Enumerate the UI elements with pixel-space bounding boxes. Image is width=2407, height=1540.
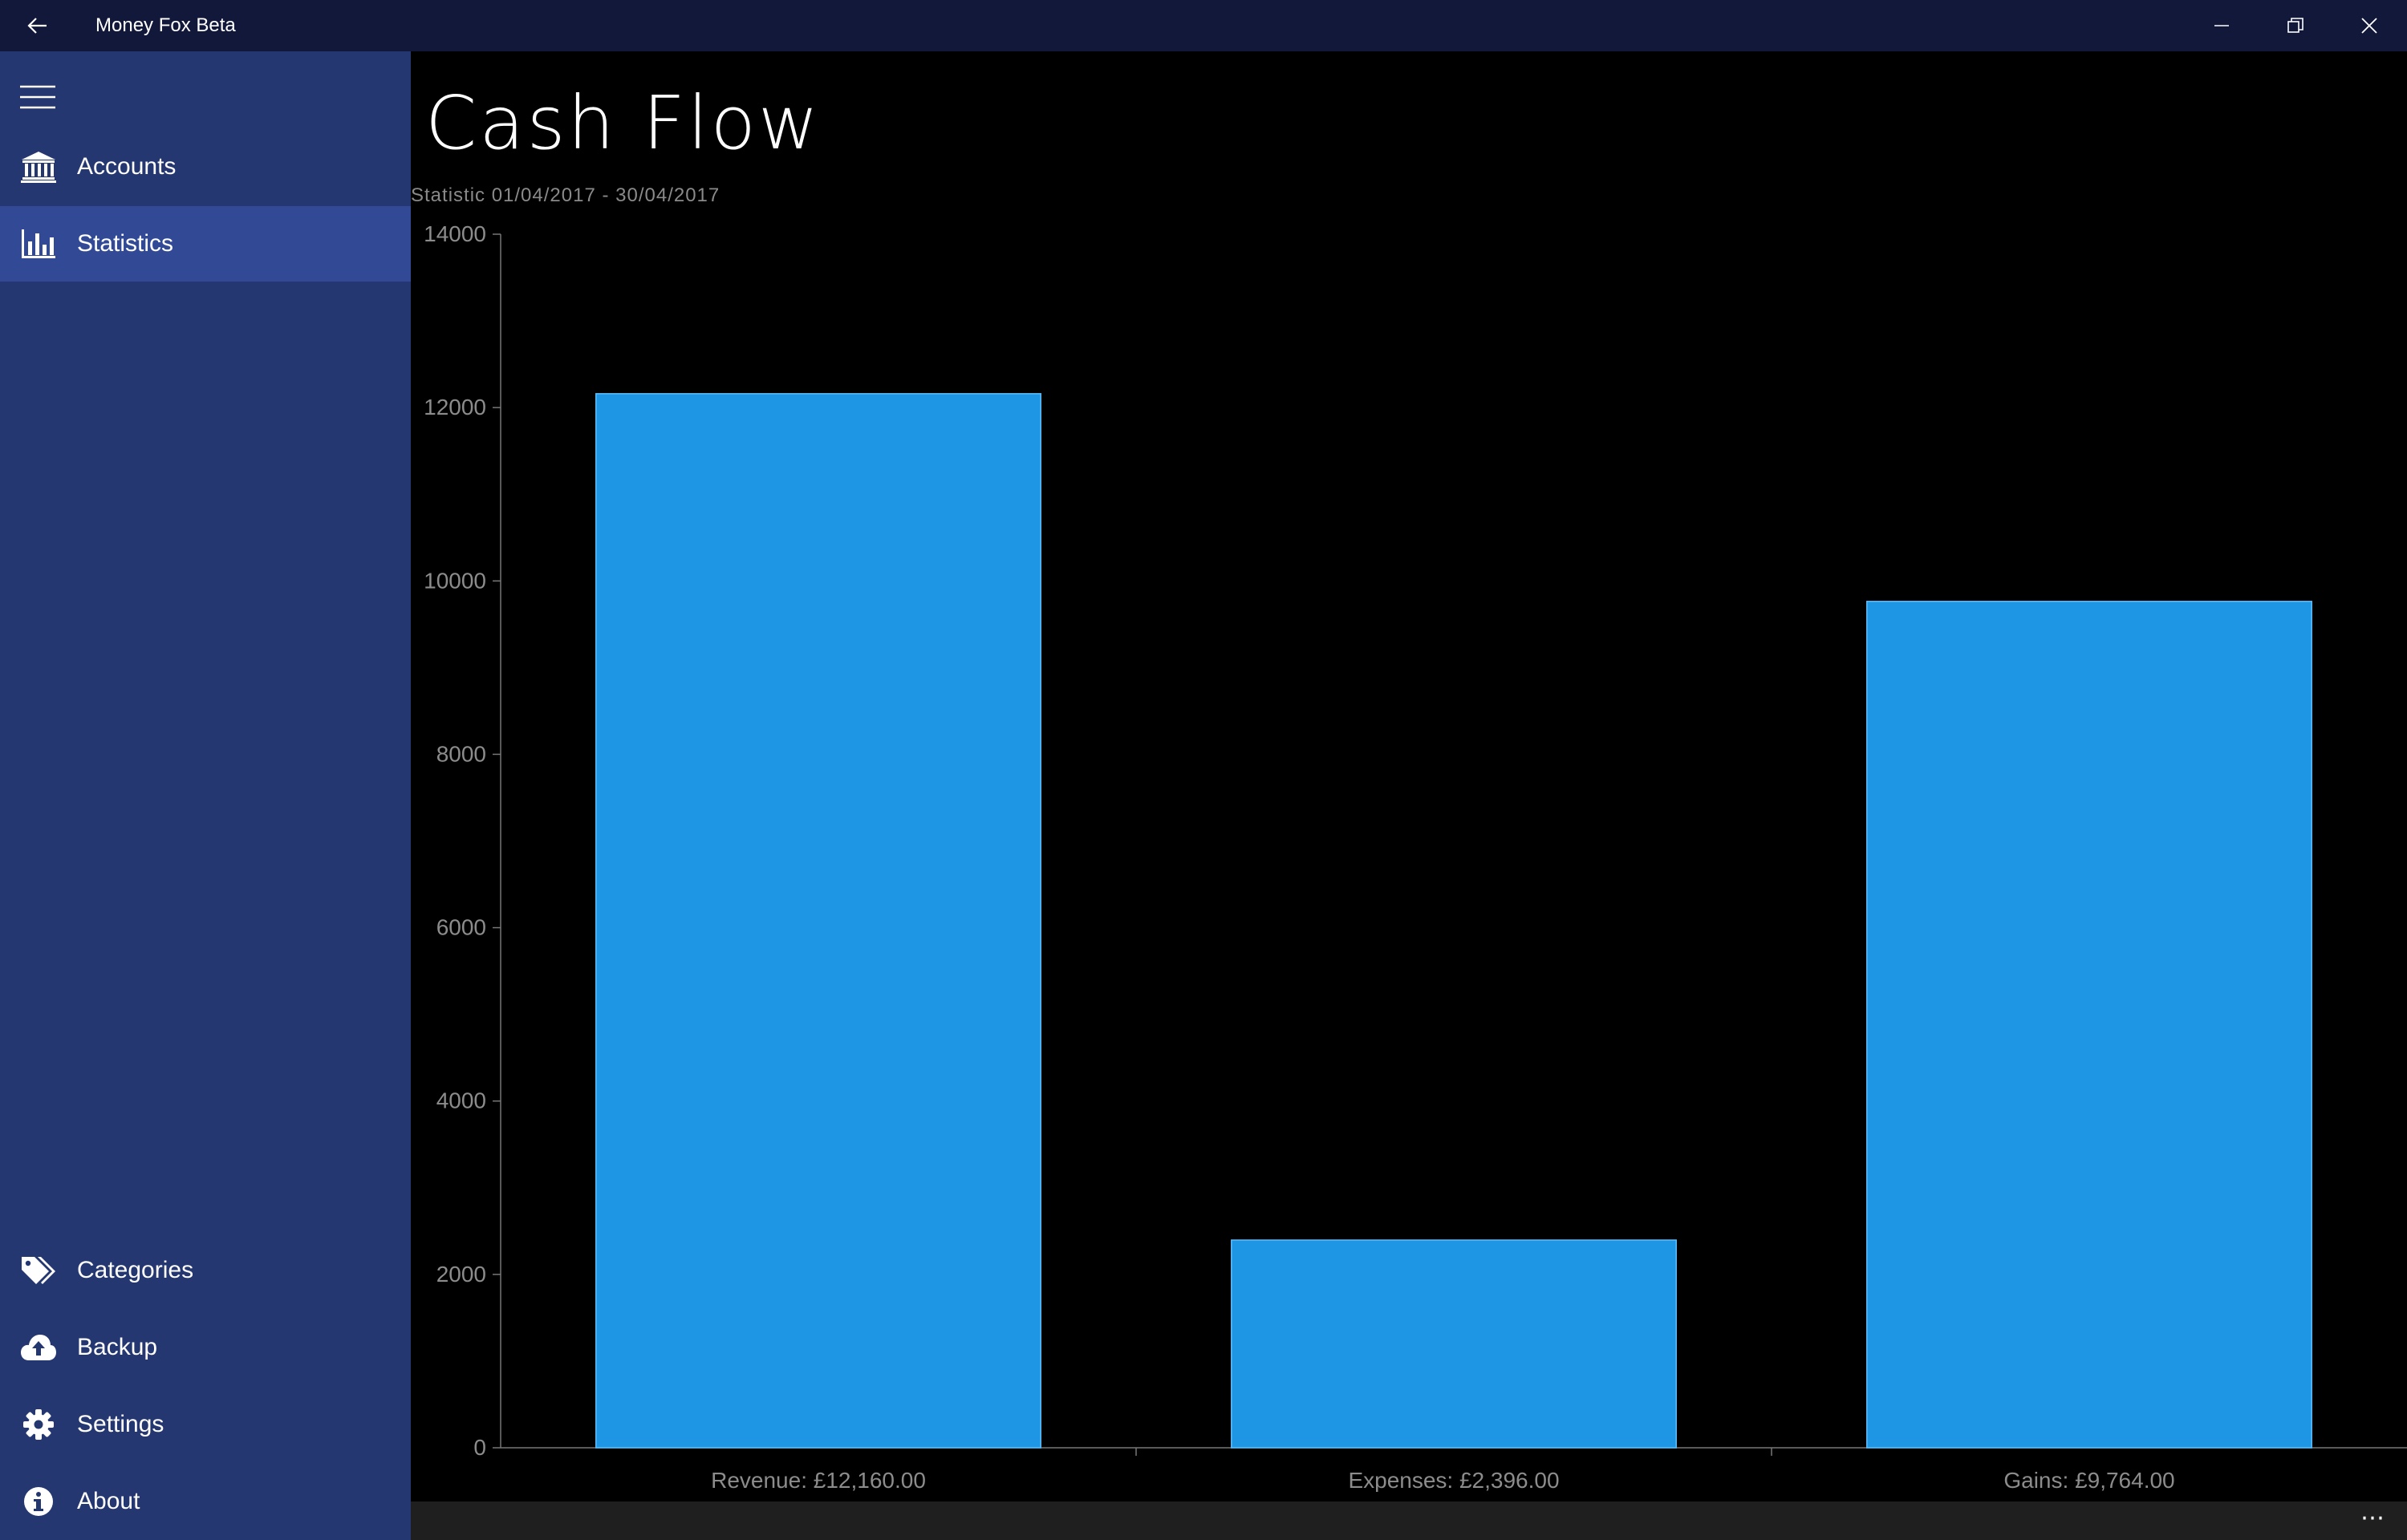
sidebar-item-label: Backup xyxy=(77,1334,158,1360)
sidebar-item-statistics[interactable]: Statistics xyxy=(0,206,411,282)
minimize-button[interactable] xyxy=(2185,0,2259,51)
close-icon xyxy=(2361,18,2377,34)
y-tick-label: 8000 xyxy=(436,741,486,766)
y-tick-label: 6000 xyxy=(436,915,486,940)
bar-2 xyxy=(1866,601,2312,1449)
bar-0 xyxy=(595,393,1041,1449)
page-title: Cash Flow xyxy=(425,80,822,166)
x-category-label: Gains: £9,764.00 xyxy=(2003,1468,2174,1492)
sidebar-item-categories[interactable]: Categories xyxy=(0,1233,411,1308)
y-tick-label: 14000 xyxy=(424,221,486,246)
restore-button[interactable] xyxy=(2259,0,2332,51)
hamburger-menu-button[interactable] xyxy=(18,77,58,117)
x-category-label: Expenses: £2,396.00 xyxy=(1348,1468,1559,1492)
y-tick-label: 2000 xyxy=(436,1262,486,1287)
bar-chart-icon xyxy=(0,206,77,282)
y-tick-label: 0 xyxy=(473,1435,486,1460)
sidebar-item-backup[interactable]: Backup xyxy=(0,1310,411,1385)
bar-1 xyxy=(1231,1239,1677,1449)
gear-icon xyxy=(0,1387,77,1462)
y-tick-label: 12000 xyxy=(424,395,486,419)
close-button[interactable] xyxy=(2332,0,2406,51)
sidebar-item-settings[interactable]: Settings xyxy=(0,1387,411,1462)
sidebar-item-label: Statistics xyxy=(77,230,174,257)
restore-icon xyxy=(2287,18,2303,33)
cloud-upload-icon xyxy=(0,1310,77,1385)
back-button[interactable] xyxy=(19,10,56,42)
bank-icon xyxy=(0,129,77,205)
app-title: Money Fox Beta xyxy=(95,14,236,36)
sidebar-item-label: About xyxy=(77,1488,140,1514)
back-arrow-icon xyxy=(27,18,47,34)
sidebar-item-label: Accounts xyxy=(77,153,177,180)
sidebar-item-label: Categories xyxy=(77,1257,194,1283)
more-options-button[interactable]: ⋯ xyxy=(2360,1505,2386,1531)
sidebar-item-accounts[interactable]: Accounts xyxy=(0,129,411,205)
info-icon xyxy=(0,1464,77,1539)
title-bar: Money Fox Beta xyxy=(0,0,2407,51)
y-tick-label: 10000 xyxy=(424,568,486,593)
tags-icon xyxy=(0,1233,77,1308)
x-category-label: Revenue: £12,160.00 xyxy=(711,1468,926,1492)
sidebar-item-about[interactable]: About xyxy=(0,1464,411,1539)
cash-flow-chart: 0 2000 4000 6000 8000 10000 12000 14000 Revenue:… xyxy=(424,221,2407,1492)
y-tick-label: 4000 xyxy=(436,1088,486,1113)
sidebar-item-label: Settings xyxy=(77,1411,164,1437)
hamburger-icon xyxy=(20,85,55,109)
minimize-icon xyxy=(2214,25,2229,26)
sidebar: Accounts Statistics Categories xyxy=(0,51,411,1540)
statistic-date-range: Statistic 01/04/2017 - 30/04/2017 xyxy=(411,184,720,206)
app-bar: ⋯ xyxy=(411,1502,2407,1540)
